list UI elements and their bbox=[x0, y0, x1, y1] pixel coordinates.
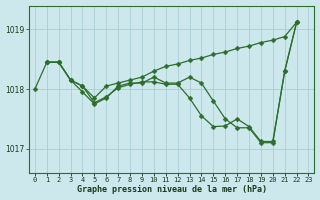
X-axis label: Graphe pression niveau de la mer (hPa): Graphe pression niveau de la mer (hPa) bbox=[77, 185, 267, 194]
